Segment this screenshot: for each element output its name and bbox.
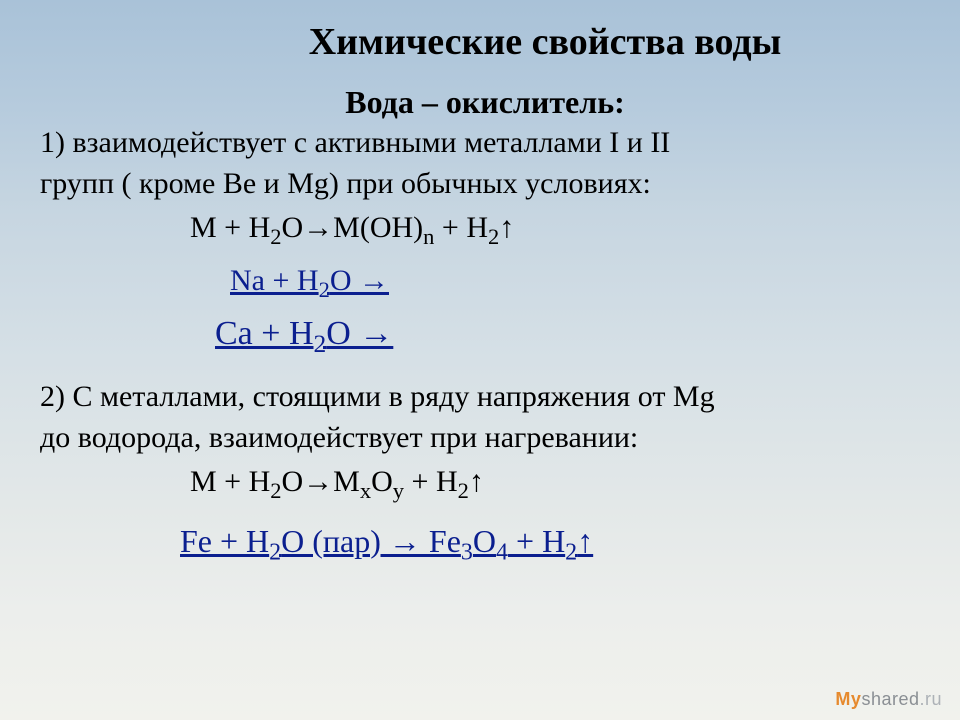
eq-sub: 2 (270, 224, 281, 249)
subtitle: Вода – окислитель: (40, 84, 930, 121)
link-sub: 2 (314, 329, 327, 358)
link-text: O → (330, 264, 389, 297)
section1-line1: 1) взаимодействует с активными металлами… (40, 123, 930, 164)
eq-sub: 2 (488, 224, 499, 249)
subtitle-text: Вода – окислитель: (345, 84, 625, 120)
eq-text: ↑ (469, 465, 484, 498)
slide-container: Химические свойства воды Вода – окислите… (0, 0, 960, 720)
link-sub: 2 (319, 277, 330, 302)
section1-line2: групп ( кроме Ве и Мg) при обычных услов… (40, 164, 930, 205)
link-sub: 3 (461, 539, 473, 565)
link-text: Na + H (230, 264, 319, 297)
link-fe-h2o[interactable]: Fe + H2O (пар) → Fe3O4 + H2↑ (40, 523, 930, 566)
eq-sub: х (360, 478, 371, 503)
section2-equation: М + Н2О→МхОу + Н2↑ (40, 462, 930, 506)
page-title: Химические свойства воды (40, 20, 930, 64)
link-text: Ca + H (215, 315, 314, 352)
eq-text: М + Н (190, 211, 270, 244)
link-na-h2o[interactable]: Na + H2O → (40, 264, 930, 303)
watermark-ru: .ru (919, 689, 942, 709)
eq-text: М + Н (190, 465, 270, 498)
link-text: O (473, 523, 496, 559)
section2-line1: 2) С металлами, стоящими в ряду напряжен… (40, 377, 930, 418)
link-text: O → (326, 315, 393, 352)
eq-sub: 2 (458, 478, 469, 503)
link-text: ↑ (577, 523, 593, 559)
link-sub: 2 (269, 539, 281, 565)
eq-sub: 2 (270, 478, 281, 503)
link-text: Fe + H (180, 523, 269, 559)
eq-text: О (371, 465, 393, 498)
link-sub: 2 (565, 539, 577, 565)
eq-sub: n (423, 224, 434, 249)
link-ca-h2o[interactable]: Ca + H2O → (40, 315, 930, 359)
eq-text: ↑ (499, 211, 514, 244)
eq-text: + Н (434, 211, 488, 244)
eq-text: О→М(ОН) (282, 211, 424, 244)
eq-text: О→М (282, 465, 360, 498)
eq-sub: у (393, 478, 404, 503)
link-sub: 4 (496, 539, 508, 565)
section2-line2: до водорода, взаимодействует при нагрева… (40, 418, 930, 459)
link-text: O (пар) → Fe (281, 523, 461, 559)
watermark-shared: shared (861, 689, 919, 709)
eq-text: + Н (404, 465, 458, 498)
section1-equation: М + Н2О→М(ОН)n + Н2↑ (40, 208, 930, 252)
watermark-my: My (835, 689, 861, 709)
link-text: + H (508, 523, 565, 559)
watermark: Myshared.ru (835, 689, 942, 710)
